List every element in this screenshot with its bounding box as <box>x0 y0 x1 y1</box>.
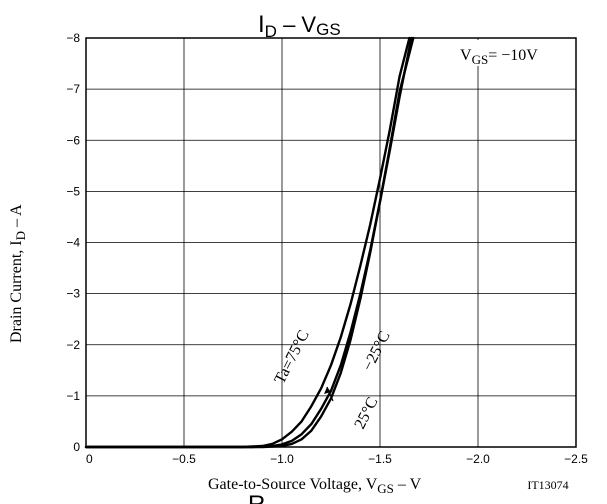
x-tick-label: −1.5 <box>368 452 392 466</box>
x-axis-label: Gate-to-Source Voltage, VGS – V <box>208 476 422 496</box>
y-axis-label: Drain Current, ID – A <box>8 204 28 343</box>
annotation-minus-25c: −25°C <box>359 329 393 374</box>
y-tick-label: −3 <box>66 287 80 301</box>
tick-labels: 0 −0.5 −1.0 −1.5 −2.0 −2.5 0 −1 −2 −3 −4 −5 −6 −7 −8 <box>66 31 588 466</box>
condition-label: VGS= −10V <box>460 47 538 67</box>
figure-code: IT13074 <box>527 478 568 492</box>
next-figure-title-fragment: R <box>248 491 265 504</box>
y-tick-label: 0 <box>73 440 80 454</box>
plot-frame <box>85 37 577 448</box>
y-tick-label: −4 <box>66 236 80 250</box>
y-tick-label: −1 <box>66 389 80 403</box>
annotation-ta-75c: Ta=75°C <box>271 328 312 387</box>
x-tick-label: −0.5 <box>172 452 196 466</box>
x-tick-label: 0 <box>86 452 93 466</box>
annotation-25c: 25°C <box>351 395 381 432</box>
y-tick-label: −7 <box>66 82 80 96</box>
grid <box>86 38 576 447</box>
x-tick-label: −1.0 <box>270 452 294 466</box>
y-tick-label: −6 <box>66 133 80 147</box>
y-tick-label: −5 <box>66 184 80 198</box>
condition-backdrop <box>455 40 574 66</box>
x-tick-label: −2.5 <box>564 452 588 466</box>
chart-title: ID – VGS <box>258 11 341 41</box>
annotation-25c-arrowhead <box>324 387 331 394</box>
y-tick-label: −2 <box>66 338 80 352</box>
x-tick-label: −2.0 <box>466 452 490 466</box>
y-tick-label: −8 <box>66 31 80 45</box>
